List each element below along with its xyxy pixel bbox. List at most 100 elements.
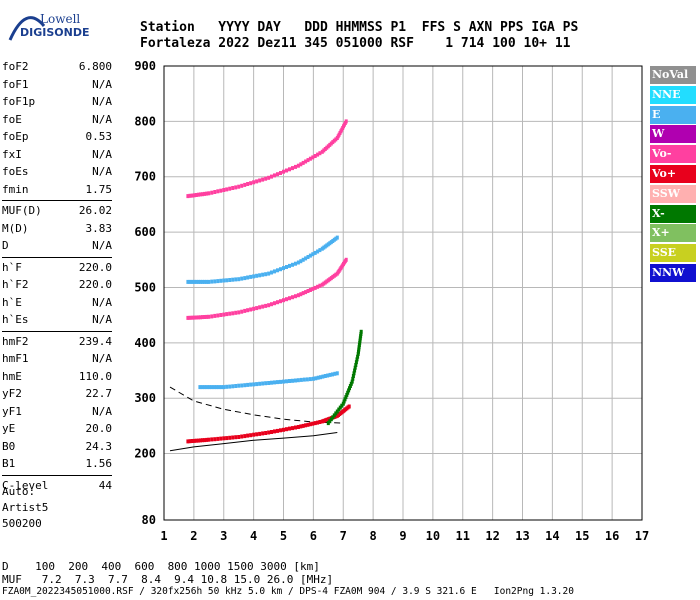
param-label: yF1 <box>2 404 22 418</box>
echo-point <box>249 274 253 279</box>
echo-point <box>219 313 223 317</box>
legend-item: W <box>650 125 696 144</box>
echo-point <box>222 278 226 283</box>
echo-point <box>301 160 305 165</box>
echo-point <box>246 275 250 280</box>
echo-point <box>264 381 268 386</box>
legend-item: NoVal <box>650 66 696 84</box>
param-row: foE N/A <box>2 111 112 129</box>
echo-point <box>318 420 322 424</box>
echo-point <box>249 307 253 312</box>
echo-point <box>194 193 198 197</box>
param-row: yE 20.0 <box>2 420 112 438</box>
echo-point <box>328 372 332 377</box>
param-label: fxI <box>2 147 22 161</box>
echo-point <box>267 381 271 385</box>
echo-point <box>356 351 360 356</box>
param-row: D N/A <box>2 237 112 255</box>
polarization-legend: NoVal NNE E W Vo- Vo+ SSW X- X+ SSE NNW <box>650 66 696 284</box>
echo-point <box>194 438 198 443</box>
param-value: N/A <box>92 239 112 252</box>
echo-point <box>345 392 349 397</box>
echo-point <box>194 315 198 320</box>
echo-point <box>228 435 232 440</box>
header-row-labels: Station YYYY DAY DDD HHMMSS P1 FFS S AXN… <box>140 20 579 35</box>
echo-point <box>255 306 259 311</box>
echo-point <box>205 385 209 390</box>
echo-point <box>267 271 271 276</box>
echo-point <box>318 283 322 288</box>
echo-point <box>231 311 235 316</box>
logo-text-digisonde: DIGISONDE <box>20 26 90 39</box>
echo-point <box>231 277 235 282</box>
echo-point <box>299 292 303 297</box>
echo-point <box>299 162 303 167</box>
echo-point <box>264 431 268 435</box>
param-label: h`Es <box>2 313 29 326</box>
param-label: foEp <box>2 130 29 143</box>
echo-point <box>267 175 271 180</box>
footer-filename: FZA0M_2022345051000.RSF / 320fx256h 50 k… <box>2 586 574 597</box>
echo-point <box>258 273 262 278</box>
echo-point <box>316 420 320 425</box>
echo-point <box>216 279 220 284</box>
echo-point <box>305 377 309 382</box>
param-row: B1 1.56 <box>2 455 112 473</box>
echo-point <box>192 193 196 198</box>
echo-point <box>219 278 223 283</box>
echo-point <box>308 156 312 161</box>
echo-point <box>276 428 279 433</box>
param-row: foF2 6.800 <box>2 58 112 76</box>
echo-point <box>313 250 317 255</box>
param-value: 1.75 <box>85 182 113 196</box>
param-label: MUF(D) <box>2 204 42 217</box>
echo-point <box>219 436 223 441</box>
echo-point <box>346 390 350 395</box>
echo-point <box>296 293 300 298</box>
param-row: yF2 22.7 <box>2 385 112 403</box>
param-value: N/A <box>92 313 112 326</box>
echo-point <box>308 377 312 382</box>
x-tick-label: 4 <box>250 529 257 543</box>
echo-point <box>273 269 276 274</box>
y-tick-label: 800 <box>134 114 156 128</box>
param-label: h`F2 <box>2 278 29 291</box>
echo-point <box>291 378 294 383</box>
x-tick-label: 13 <box>515 529 529 543</box>
echo-point <box>203 279 207 284</box>
echo-point <box>296 260 300 265</box>
echo-point <box>198 315 202 320</box>
echo-point <box>219 385 223 390</box>
echo-point <box>357 349 360 354</box>
echo-point <box>316 284 320 289</box>
echo-point <box>285 297 288 302</box>
echo-point <box>311 376 315 381</box>
echo-point <box>288 263 291 268</box>
echo-point <box>234 310 238 315</box>
legend-item: SSE <box>650 244 696 263</box>
echo-point <box>353 368 357 373</box>
plot-frame <box>163 65 643 521</box>
param-value: N/A <box>92 77 112 91</box>
y-tick-label: 900 <box>134 59 156 73</box>
echo-point <box>302 377 306 382</box>
echo-point <box>311 286 315 291</box>
echo-point <box>215 385 219 390</box>
echo-point <box>341 401 345 406</box>
echo-point <box>304 159 308 164</box>
echo-point <box>304 256 308 261</box>
echo-point <box>357 347 361 352</box>
echo-point <box>282 266 285 271</box>
echo-point <box>273 429 276 434</box>
echo-point <box>210 279 214 284</box>
echo-point <box>285 427 288 432</box>
echo-point <box>308 253 312 258</box>
legend-item: SSW <box>650 184 696 203</box>
echo-point <box>326 373 330 378</box>
echo-point <box>294 261 297 266</box>
echo-point <box>205 437 209 442</box>
echo-point <box>188 315 192 320</box>
echo-point <box>213 313 217 318</box>
param-row: h`Es N/A <box>2 311 112 329</box>
param-value: N/A <box>92 165 112 178</box>
